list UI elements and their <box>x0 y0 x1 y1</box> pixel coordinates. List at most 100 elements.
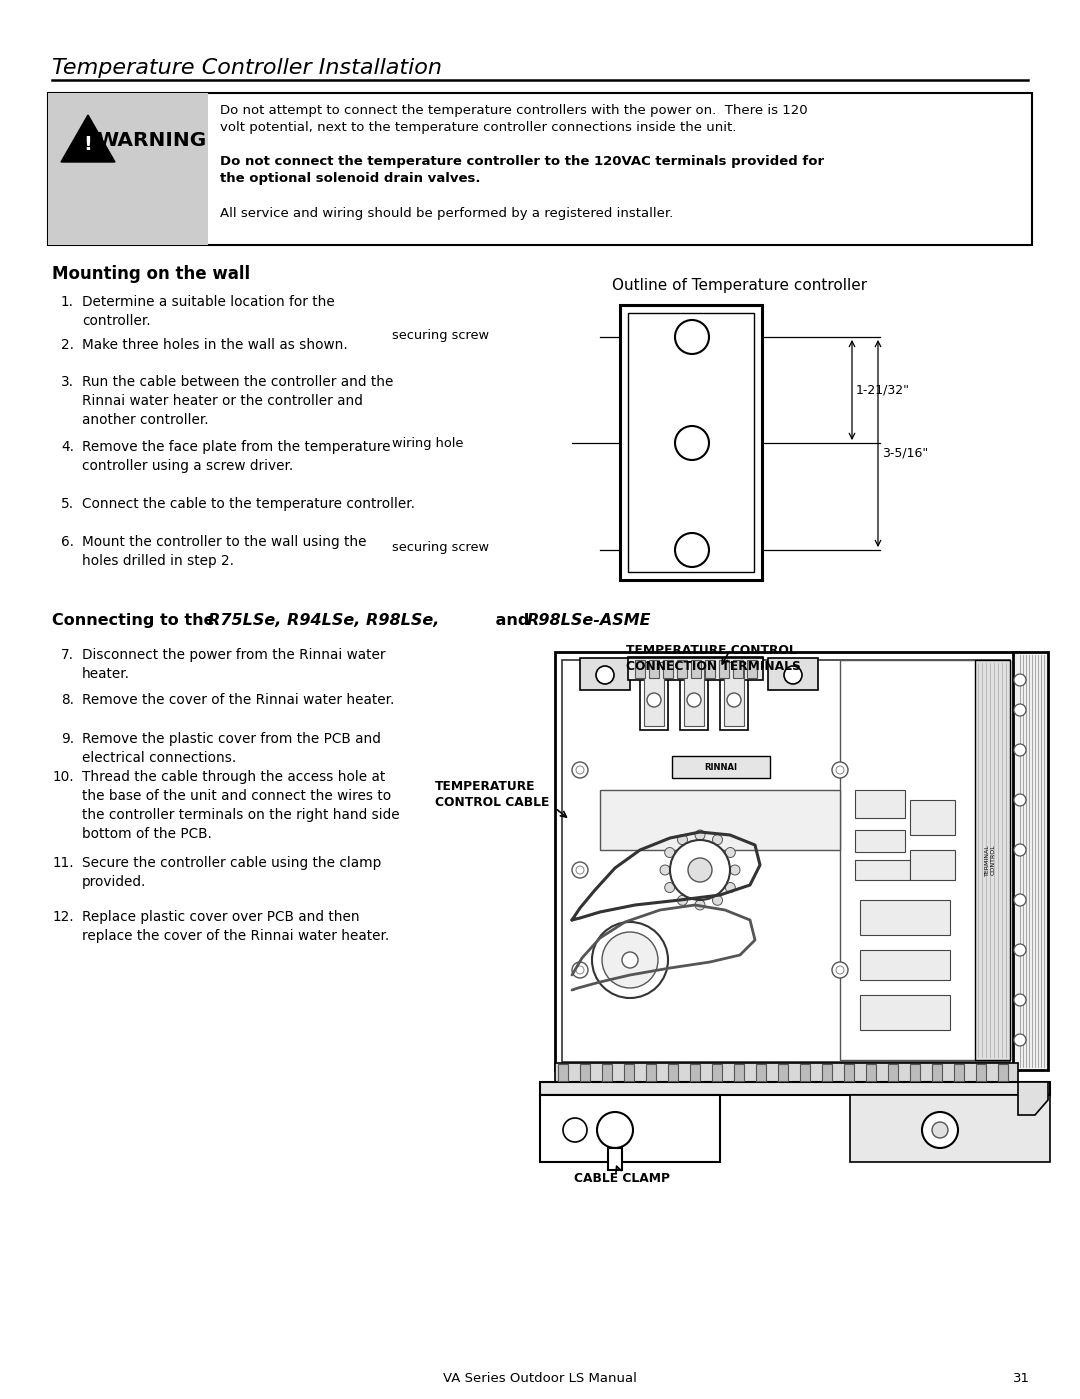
Circle shape <box>688 858 712 881</box>
Circle shape <box>1014 795 1026 806</box>
Bar <box>1013 652 1048 1070</box>
Text: Connecting to the: Connecting to the <box>52 613 220 628</box>
Text: TERMINAL
CONTROL: TERMINAL CONTROL <box>985 844 996 876</box>
Text: Do not connect the temperature controller to the 120VAC terminals provided for
t: Do not connect the temperature controlle… <box>220 155 824 185</box>
Circle shape <box>563 1118 588 1142</box>
Bar <box>976 1065 986 1081</box>
Bar <box>627 658 762 680</box>
Circle shape <box>576 866 584 874</box>
Circle shape <box>1014 894 1026 907</box>
Text: TEMPERATURE
CONTROL CABLE: TEMPERATURE CONTROL CABLE <box>435 781 550 809</box>
Bar <box>620 305 762 581</box>
Text: RINNAI: RINNAI <box>704 762 738 771</box>
Text: wiring hole: wiring hole <box>392 436 463 449</box>
Bar <box>691 660 701 679</box>
Bar <box>690 1065 700 1081</box>
Text: Do not attempt to connect the temperature controllers with the power on.  There : Do not attempt to connect the temperatur… <box>220 104 808 134</box>
Text: Remove the plastic cover from the PCB and
electrical connections.: Remove the plastic cover from the PCB an… <box>82 732 381 765</box>
Bar <box>860 950 950 981</box>
Text: TEMPERATURE CONTROL
CONNECTION TERMINALS: TEMPERATURE CONTROL CONNECTION TERMINALS <box>626 644 800 673</box>
Circle shape <box>932 1122 948 1137</box>
Bar <box>778 1065 788 1081</box>
Bar <box>733 660 743 679</box>
Circle shape <box>836 767 843 774</box>
Bar <box>734 1065 744 1081</box>
Bar <box>555 652 1018 1070</box>
Circle shape <box>713 835 723 845</box>
Bar <box>555 1063 1018 1081</box>
Bar <box>720 658 748 730</box>
Bar <box>562 660 1010 1062</box>
Text: 3.: 3. <box>60 375 75 389</box>
Text: R98LSe-ASME: R98LSe-ASME <box>527 613 651 628</box>
Bar <box>558 1065 568 1081</box>
Bar <box>672 755 770 778</box>
Circle shape <box>1014 704 1026 716</box>
Text: Disconnect the power from the Rinnai water
heater.: Disconnect the power from the Rinnai wat… <box>82 648 386 681</box>
Bar <box>932 1065 942 1081</box>
Text: R75LSe, R94LSe, R98LSe,: R75LSe, R94LSe, R98LSe, <box>208 613 440 628</box>
Circle shape <box>677 895 688 905</box>
Circle shape <box>675 533 708 567</box>
Bar <box>724 662 744 726</box>
Circle shape <box>832 963 848 978</box>
Bar <box>747 660 757 679</box>
Circle shape <box>727 693 741 706</box>
Circle shape <box>596 666 615 684</box>
Text: Remove the face plate from the temperature
controller using a screw driver.: Remove the face plate from the temperatu… <box>82 441 391 473</box>
Bar <box>624 1065 634 1081</box>
Circle shape <box>726 883 735 893</box>
Circle shape <box>675 320 708 354</box>
Circle shape <box>713 895 723 905</box>
Circle shape <box>592 922 669 997</box>
Circle shape <box>664 883 675 893</box>
Circle shape <box>696 830 705 839</box>
Bar <box>822 1065 832 1081</box>
Circle shape <box>677 835 688 845</box>
Bar <box>663 660 673 679</box>
Bar <box>910 851 955 880</box>
Bar <box>677 660 687 679</box>
Bar <box>669 1065 678 1081</box>
Text: Mounting on the wall: Mounting on the wall <box>52 264 251 283</box>
Text: CABLE CLAMP: CABLE CLAMP <box>573 1172 670 1185</box>
Bar <box>910 800 955 835</box>
Bar <box>954 1065 964 1081</box>
Text: 7.: 7. <box>60 648 75 662</box>
Bar <box>646 1065 656 1081</box>
Bar <box>48 92 1032 245</box>
Text: 11.: 11. <box>52 856 75 870</box>
Bar <box>855 830 905 852</box>
Bar <box>860 995 950 1030</box>
Text: 6.: 6. <box>60 534 75 548</box>
Circle shape <box>576 767 584 774</box>
Text: 5.: 5. <box>60 497 75 511</box>
Bar <box>680 658 708 730</box>
Text: Mount the controller to the wall using the
holes drilled in step 2.: Mount the controller to the wall using t… <box>82 534 366 568</box>
Bar <box>635 660 645 679</box>
Circle shape <box>1014 944 1026 956</box>
Circle shape <box>696 900 705 909</box>
Circle shape <box>597 1112 633 1149</box>
Circle shape <box>572 762 588 778</box>
Bar <box>649 660 659 679</box>
Circle shape <box>675 427 708 460</box>
Text: Outline of Temperature controller: Outline of Temperature controller <box>612 278 867 292</box>
Text: 1.: 1. <box>60 295 75 309</box>
Bar <box>540 1095 720 1163</box>
Bar <box>580 1065 590 1081</box>
Bar <box>843 1065 854 1081</box>
Circle shape <box>687 693 701 706</box>
Bar <box>910 1065 920 1081</box>
Circle shape <box>832 762 848 778</box>
Bar <box>998 1065 1008 1081</box>
Text: 4.: 4. <box>60 441 75 455</box>
Bar <box>712 1065 723 1081</box>
Circle shape <box>572 963 588 978</box>
Text: Connect the cable to the temperature controller.: Connect the cable to the temperature con… <box>82 497 415 511</box>
Text: Secure the controller cable using the clamp
provided.: Secure the controller cable using the cl… <box>82 856 381 888</box>
Bar <box>756 1065 766 1081</box>
Text: 12.: 12. <box>52 909 75 923</box>
Text: 9.: 9. <box>60 732 75 746</box>
Bar <box>48 92 208 245</box>
